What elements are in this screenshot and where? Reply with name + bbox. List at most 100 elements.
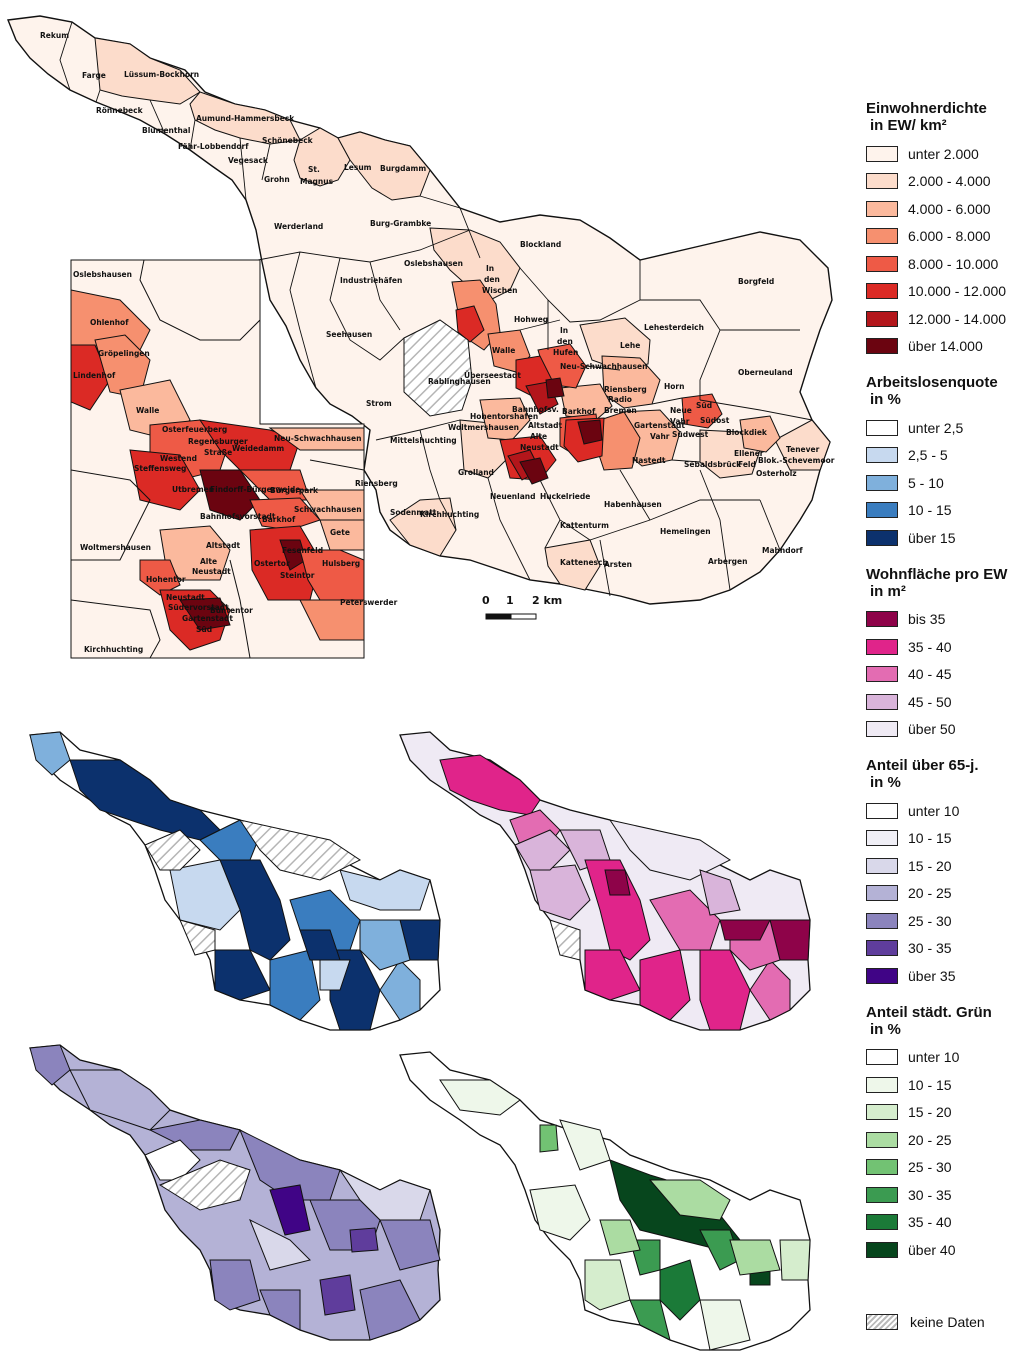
legend-item: 30 - 35 <box>866 1181 1024 1209</box>
legend-label: 4.000 - 6.000 <box>908 200 991 217</box>
legend-item: unter 10 <box>866 797 1024 825</box>
legend-swatch <box>866 1131 898 1148</box>
legend-item: unter 2.000 <box>866 140 1024 168</box>
legend-swatch <box>866 611 898 628</box>
district-label: Lehe <box>620 341 640 350</box>
legend-label: über 15 <box>908 529 956 546</box>
legend-swatch <box>866 857 898 874</box>
legend-title-line: in % <box>870 391 901 408</box>
district-label: den <box>484 275 500 284</box>
district-label: Sodenmatt <box>390 508 437 517</box>
district-label: Woltmershausen <box>80 543 151 552</box>
district-label: Hemelingen <box>660 527 711 536</box>
legend-swatch <box>866 1076 898 1093</box>
legend-item: 35 - 40 <box>866 633 1024 661</box>
district-label: Lüssum-Bockhorn <box>124 70 199 79</box>
density-map: Rekum Farge Lüssum-Bockhorn Rönnebeck Bl… <box>7 15 835 620</box>
district-label: Aumund-Hammersbeck <box>196 114 295 123</box>
legend-label: 25 - 30 <box>908 912 952 929</box>
district-label: Vahr <box>670 417 690 426</box>
district-label: Werderland <box>274 222 323 231</box>
legend-swatch <box>866 200 898 217</box>
legend-label: 10 - 15 <box>908 1076 952 1093</box>
district-label: Grolland <box>458 468 494 477</box>
district-label: Neustadt <box>166 593 205 602</box>
district-label: Kirchhuchting <box>84 645 143 654</box>
district-label: Buntentor <box>210 606 253 615</box>
district-label: Kattenturm <box>560 521 609 530</box>
district-label: Fähr-Lobbendorf <box>178 142 249 151</box>
legend-item: über 35 <box>866 962 1024 990</box>
district-label: Strom <box>366 399 392 408</box>
unemployment-map <box>29 731 441 1031</box>
district-label: Bremen <box>604 406 637 415</box>
district-label: Überseestadt <box>464 371 521 380</box>
district-label: Radio <box>608 395 632 404</box>
district-label: Grohn <box>264 175 290 184</box>
district-label: Lindenhof <box>73 371 116 380</box>
legend-swatch <box>866 721 898 738</box>
district-label: Blok.-Schevemoor <box>758 456 835 465</box>
legend-label: unter 2.000 <box>908 145 979 162</box>
legend-swatch <box>866 447 898 464</box>
district-label: Neustadt <box>192 567 231 576</box>
legend-swatch <box>866 283 898 300</box>
legend-title-line: in EW/ km² <box>870 117 947 134</box>
legend-item: 10 - 15 <box>866 825 1024 853</box>
legend: Einwohnerdichte in EW/ km² unter 2.000 2.00… <box>866 100 1024 1278</box>
legend-item: 5 - 10 <box>866 469 1024 497</box>
legend-swatch <box>866 912 898 929</box>
district-label: Süd <box>696 401 712 410</box>
legend-item: bis 35 <box>866 606 1024 634</box>
district-label: Steffensweg <box>134 464 186 473</box>
legend-label: unter 10 <box>908 1049 960 1066</box>
district-label: In <box>486 264 494 273</box>
legend-group-green: Anteil städt. Grün in % unter 10 10 - 15 15 … <box>866 1004 1024 1264</box>
district-label: Hohentorshafen <box>470 412 538 421</box>
legend-item: 4.000 - 6.000 <box>866 195 1024 223</box>
district-label: Rönnebeck <box>96 106 144 115</box>
legend-item: 15 - 20 <box>866 852 1024 880</box>
district-label: Arsten <box>604 560 632 569</box>
legend-item: 20 - 25 <box>866 880 1024 908</box>
legend-item: 6.000 - 8.000 <box>866 223 1024 251</box>
district-label: Riensberg <box>355 479 398 488</box>
legend-swatch <box>866 1159 898 1176</box>
legend-item: 35 - 40 <box>866 1209 1024 1237</box>
legend-label: 20 - 25 <box>908 1131 952 1148</box>
district-label: In <box>560 326 568 335</box>
district-label: Riensberg <box>604 385 647 394</box>
district-label: Mahndorf <box>762 546 803 555</box>
legend-label: über 35 <box>908 967 956 984</box>
scale-label: 2 km <box>532 594 562 607</box>
legend-swatch <box>866 338 898 355</box>
district-label: Habenhausen <box>604 500 662 509</box>
no-data-legend: keine Daten <box>866 1314 985 1330</box>
over65-map <box>29 1044 441 1341</box>
legend-label: 5 - 10 <box>908 474 944 491</box>
district-label: Gartenstadt <box>634 421 685 430</box>
legend-title-line: Einwohnerdichte <box>866 100 987 117</box>
district-label: Gete <box>330 528 350 537</box>
district-label: Oslebshausen <box>404 259 463 268</box>
legend-item: 25 - 30 <box>866 907 1024 935</box>
district-label: Findorff-Bürgerweide <box>210 485 300 494</box>
legend-swatch <box>866 474 898 491</box>
district-label: Schwachhausen <box>294 505 362 514</box>
district-label: Barkhof <box>562 407 596 416</box>
legend-label: 2.000 - 4.000 <box>908 173 991 190</box>
district-label: Vegesack <box>228 156 269 165</box>
scale-bar: 0 1 2 km <box>482 594 562 620</box>
legend-label: 25 - 30 <box>908 1159 952 1176</box>
district-label: St. <box>308 165 320 174</box>
legend-title-line: in % <box>870 1020 901 1038</box>
district-label: Ohlenhof <box>90 318 129 327</box>
district-label: Arbergen <box>708 557 747 566</box>
legend-group-density: Einwohnerdichte in EW/ km² unter 2.000 2.00… <box>866 100 1024 360</box>
legend-title: Arbeitslosenquote in % <box>866 374 1024 408</box>
district-label: Oberneuland <box>738 368 793 377</box>
district-label: Barkhof <box>262 515 296 524</box>
legend-item: 45 - 50 <box>866 688 1024 716</box>
legend-title: Anteil über 65-j. in % <box>866 757 1024 791</box>
district-label: Hohweg <box>514 315 548 324</box>
